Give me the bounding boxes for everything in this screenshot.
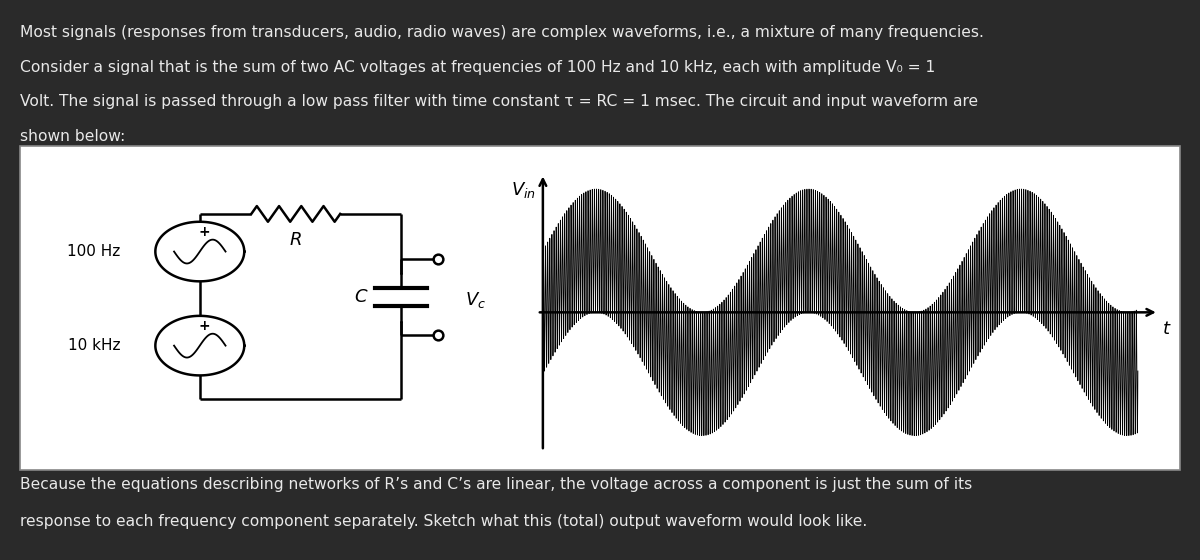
Text: $C$: $C$	[354, 288, 368, 306]
Text: $V_{in}$: $V_{in}$	[511, 180, 535, 200]
Text: response to each frequency component separately. Sketch what this (total) output: response to each frequency component sep…	[20, 514, 868, 529]
Text: Most signals (responses from transducers, audio, radio waves) are complex wavefo: Most signals (responses from transducers…	[20, 25, 984, 40]
Text: $t$: $t$	[1162, 320, 1171, 338]
Text: $V_c$: $V_c$	[466, 290, 486, 310]
Text: 100 Hz: 100 Hz	[67, 244, 120, 259]
Text: Because the equations describing networks of R’s and C’s are linear, the voltage: Because the equations describing network…	[20, 477, 973, 492]
Bar	[20, 146, 1180, 470]
Text: Consider a signal that is the sum of two AC voltages at frequencies of 100 Hz an: Consider a signal that is the sum of two…	[20, 60, 936, 75]
Text: +: +	[199, 225, 210, 239]
Text: Volt. The signal is passed through a low pass filter with time constant τ = RC =: Volt. The signal is passed through a low…	[20, 94, 978, 109]
Text: +: +	[199, 319, 210, 333]
Text: $R$: $R$	[289, 231, 302, 249]
Text: shown below:: shown below:	[20, 129, 126, 144]
Text: 10 kHz: 10 kHz	[67, 338, 120, 353]
